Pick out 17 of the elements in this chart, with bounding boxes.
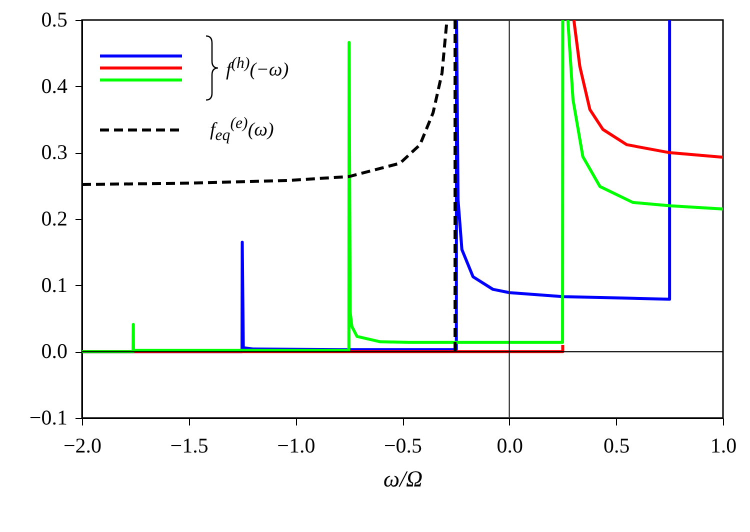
y-tick-label: −0.1 xyxy=(29,406,68,430)
y-tick-label: 0.3 xyxy=(41,140,68,164)
x-tick-label: −0.5 xyxy=(384,434,422,458)
legend-label: f$_{eq}$$^{(e)}$(ω) xyxy=(210,115,274,146)
x-axis-title: ω/Ω xyxy=(383,466,423,492)
x-tick-label: 1.0 xyxy=(710,434,737,458)
legend-label: f$^{(h)}$(−ω) xyxy=(226,54,289,82)
y-tick-label: 0.0 xyxy=(41,339,68,364)
y-tick-label: 0.1 xyxy=(41,272,68,297)
y-tick-label: 0.4 xyxy=(41,74,68,98)
x-tick-label: −2.0 xyxy=(63,434,102,458)
y-tick-label: 0.5 xyxy=(41,8,68,32)
x-tick-label: 0.0 xyxy=(496,434,523,458)
y-tick-label: 0.2 xyxy=(41,206,68,230)
x-tick-label: −1.5 xyxy=(170,434,208,458)
x-tick-label: −1.0 xyxy=(277,434,316,458)
x-tick-label: 0.5 xyxy=(604,434,630,458)
